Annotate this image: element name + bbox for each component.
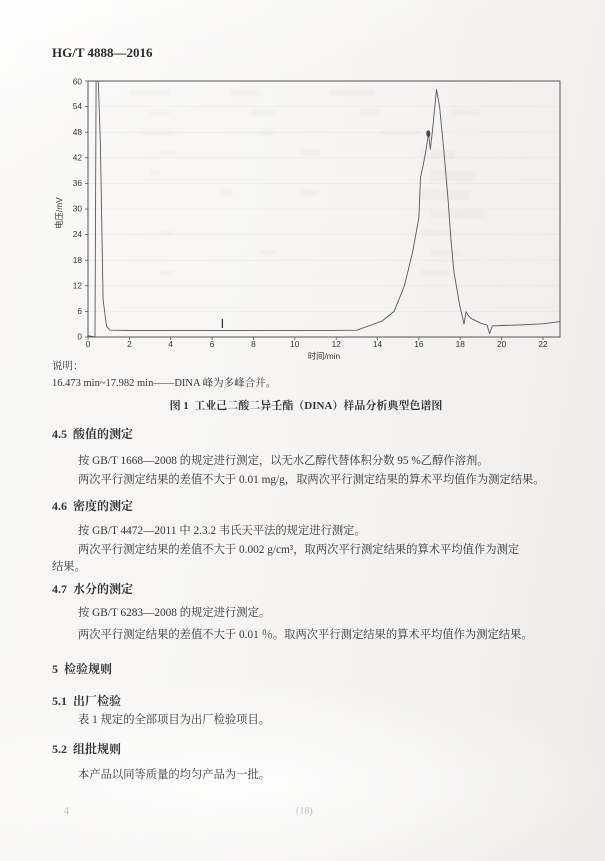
svg-text:12: 12: [332, 339, 342, 349]
svg-text:6: 6: [210, 339, 215, 349]
svg-text:14: 14: [373, 339, 383, 349]
svg-text:6: 6: [77, 306, 82, 316]
svg-text:时间/min: 时间/min: [308, 351, 341, 361]
svg-text:20: 20: [497, 339, 507, 349]
svg-text:24: 24: [73, 229, 83, 239]
svg-text:42: 42: [73, 152, 83, 162]
svg-text:0: 0: [86, 339, 91, 349]
svg-text:10: 10: [290, 339, 300, 349]
svg-text:18: 18: [73, 255, 83, 265]
svg-text:30: 30: [73, 204, 83, 214]
svg-text:12: 12: [73, 280, 83, 290]
svg-text:60: 60: [73, 77, 83, 87]
svg-text:54: 54: [73, 101, 83, 111]
svg-text:22: 22: [538, 339, 548, 349]
svg-text:48: 48: [73, 127, 83, 137]
svg-text:4: 4: [168, 339, 173, 349]
svg-text:16: 16: [414, 339, 424, 349]
svg-text:8: 8: [251, 339, 256, 349]
svg-text:18: 18: [456, 339, 466, 349]
svg-text:0: 0: [77, 332, 82, 342]
svg-text:电压/mV: 电压/mV: [54, 197, 64, 229]
svg-text:36: 36: [73, 178, 83, 188]
svg-text:2: 2: [127, 339, 132, 349]
